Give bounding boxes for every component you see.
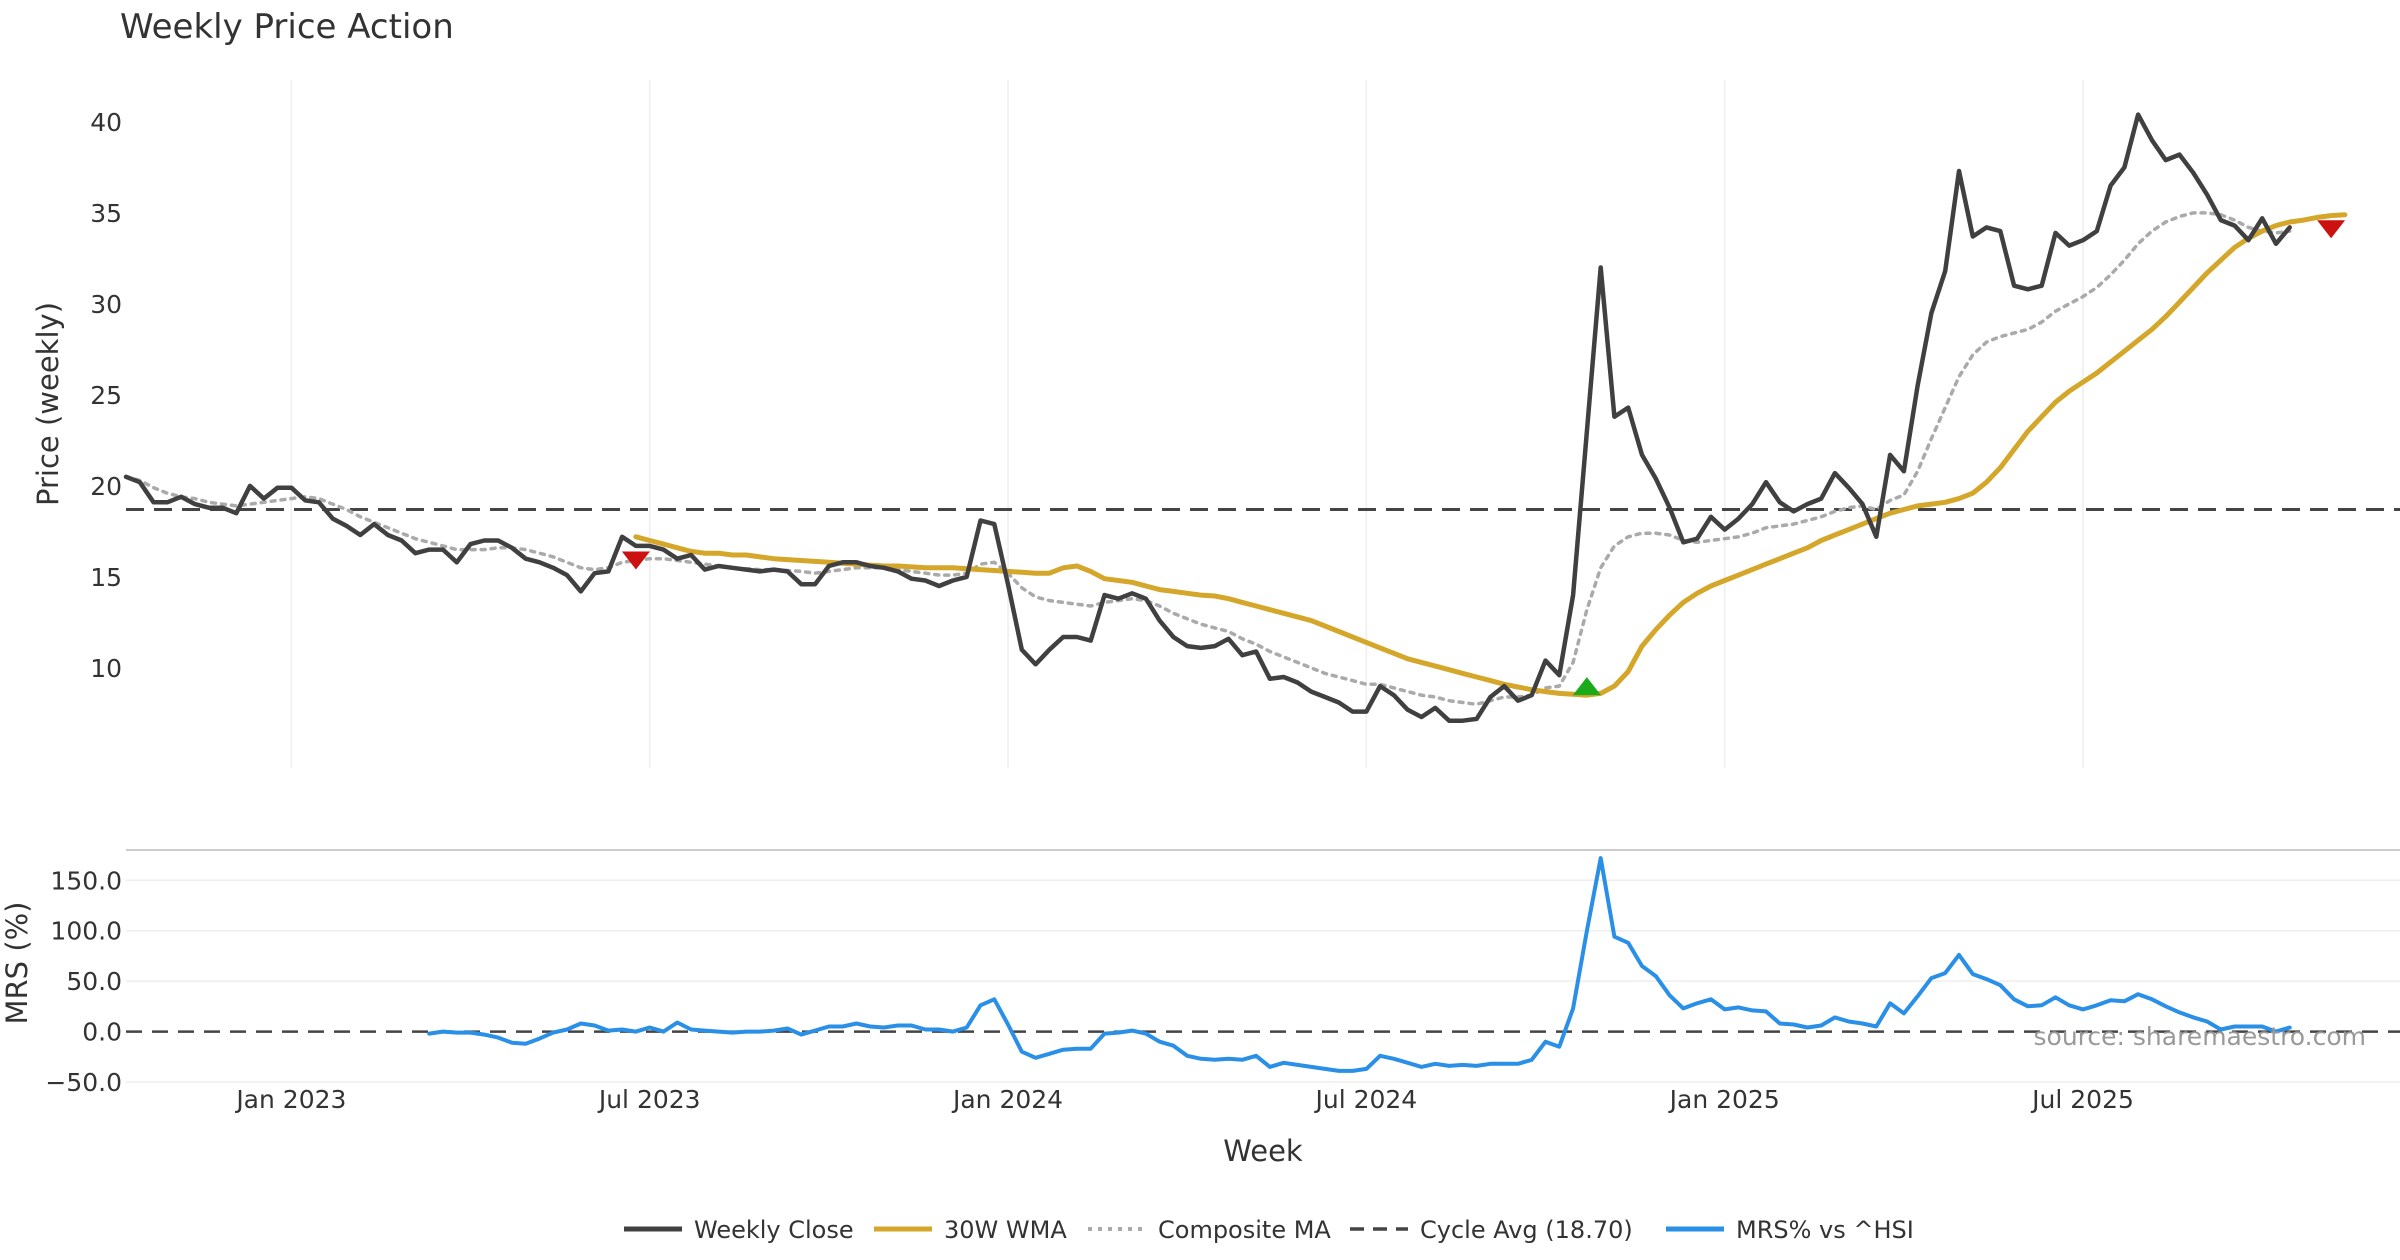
price-y-tick-label: 25 — [90, 381, 122, 410]
mrs-y-tick-label: 150.0 — [50, 866, 122, 895]
price-y-tick-label: 20 — [90, 472, 122, 501]
x-tick-label: Jan 2023 — [234, 1085, 346, 1114]
x-tick-label: Jan 2025 — [1668, 1085, 1780, 1114]
price-y-axis-label: Price (weekly) — [31, 302, 65, 506]
mrs-line — [427, 856, 2292, 1073]
chart-title: Weekly Price Action — [120, 7, 454, 47]
mrs-y-tick-label: −50.0 — [45, 1068, 122, 1097]
legend: Weekly Close 30W WMA Composite MA Cycle Avg… — [624, 1216, 1914, 1244]
legend-label: Composite MA — [1158, 1216, 1331, 1244]
grid — [126, 80, 2400, 1083]
price-y-tick-label: 30 — [90, 290, 122, 319]
sell-signal-marker — [621, 551, 650, 570]
reference-lines — [126, 508, 2400, 1033]
price-y-tick-label: 15 — [90, 563, 122, 592]
wma-30w-line — [633, 212, 2348, 698]
mrs-y-tick-label: 100.0 — [50, 917, 122, 946]
buy-signal-marker — [1572, 677, 1601, 696]
legend-label: Weekly Close — [694, 1216, 854, 1244]
legend-label: MRS% vs ^HSI — [1736, 1216, 1914, 1244]
price-y-tick-label: 35 — [90, 199, 122, 228]
x-tick-label: Jan 2024 — [951, 1085, 1063, 1114]
x-tick-label: Jul 2025 — [2030, 1085, 2134, 1114]
sell-signal-marker — [2317, 220, 2346, 239]
x-axis-label: Week — [1223, 1134, 1303, 1168]
x-tick-label: Jul 2023 — [597, 1085, 701, 1114]
source-watermark: source: sharemaestro.com — [2034, 1022, 2367, 1051]
mrs-y-tick-label: 0.0 — [82, 1018, 122, 1047]
signal-markers — [621, 220, 2346, 696]
weekly-close-line — [123, 112, 2292, 723]
axes: Jan 2023 Jul 2023 Jan 2024 Jul 2024 Jan 2025… — [45, 108, 2134, 1114]
mrs-y-tick-label: 50.0 — [66, 967, 122, 996]
price-y-tick-label: 10 — [90, 654, 122, 683]
legend-label: 30W WMA — [944, 1216, 1067, 1244]
mrs-y-axis-label: MRS (%) — [0, 902, 34, 1025]
legend-label: Cycle Avg (18.70) — [1420, 1216, 1633, 1244]
price-y-tick-label: 40 — [90, 108, 122, 137]
composite-ma-line — [124, 211, 2292, 707]
x-tick-label: Jul 2024 — [1313, 1085, 1417, 1114]
series — [123, 112, 2348, 1073]
